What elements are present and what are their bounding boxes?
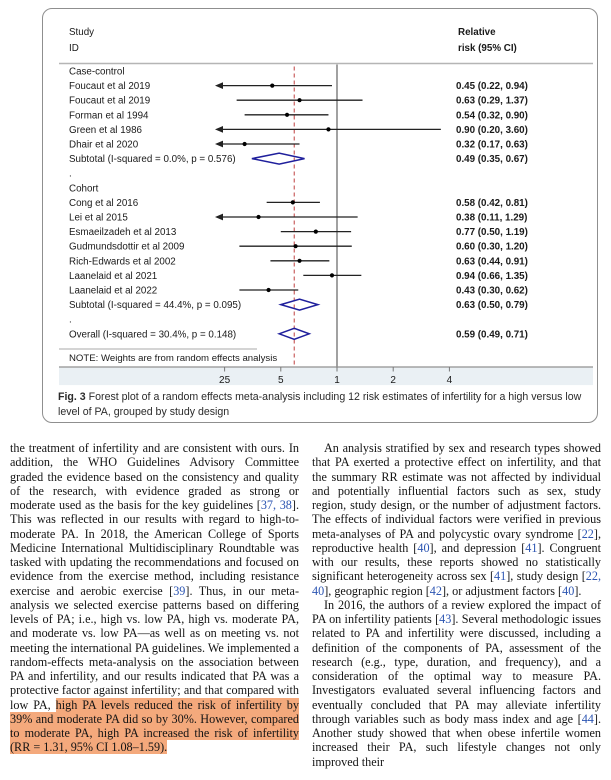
- rr-value: 0.90 (0.20, 3.60): [456, 125, 528, 136]
- axis-tick-label: 4: [447, 375, 453, 386]
- rr-value: 0.49 (0.35, 0.67): [456, 154, 528, 165]
- citation-link[interactable]: 40: [417, 540, 430, 555]
- rr-value: 0.63 (0.50, 0.79): [456, 300, 528, 311]
- group-label: Cohort: [69, 183, 99, 194]
- group-label: Case-control: [69, 67, 125, 78]
- citation-link[interactable]: 41: [525, 540, 538, 555]
- rr-value: 0.45 (0.22, 0.94): [456, 81, 528, 92]
- overall-diamond: [276, 327, 312, 341]
- figure-caption-label: Fig. 3: [58, 391, 86, 403]
- citation-link[interactable]: 22: [581, 526, 594, 541]
- effect-marker: [284, 112, 290, 117]
- rr-value: 0.60 (0.30, 1.20): [456, 242, 528, 253]
- citation-link[interactable]: 41: [494, 569, 507, 584]
- citation-link[interactable]: 44: [581, 711, 594, 726]
- left-paragraph-text: the treatment of infertility and are con…: [10, 441, 300, 712]
- ci-clip-arrow: [215, 213, 223, 221]
- study-label: Forman et al 1994: [69, 110, 149, 121]
- study-label: Lei et al 2015: [69, 213, 128, 224]
- study-label: Laanelaid et al 2021: [69, 271, 157, 282]
- axis-tick-label: 5: [278, 375, 284, 386]
- rr-value: 0.77 (0.50, 1.19): [456, 227, 528, 238]
- right-column: An analysis stratified by sex and resear…: [312, 441, 601, 769]
- axis-tick-label: 25: [219, 375, 231, 386]
- header-risk-ci: risk (95% CI): [458, 43, 517, 54]
- effect-marker: [326, 127, 331, 132]
- forest-plot-svg: Study ID Relative risk (95% CI) Case-control…: [59, 27, 593, 386]
- effect-marker: [297, 98, 302, 103]
- left-column: the treatment of infertility and are con…: [10, 441, 299, 755]
- ci-clip-arrow: [215, 140, 223, 148]
- rr-value: 0.63 (0.29, 1.37): [456, 96, 528, 107]
- citation-link[interactable]: 39: [173, 583, 186, 598]
- citation-link[interactable]: 22, 40: [312, 569, 601, 598]
- figure-caption: Fig. 3 Forest plot of a random effects me…: [58, 390, 584, 419]
- effect-marker: [256, 214, 261, 220]
- rr-value: 0.32 (0.17, 0.63): [456, 140, 528, 151]
- header-relative: Relative: [458, 27, 496, 38]
- spacer-dot: .: [69, 315, 72, 326]
- citation-link[interactable]: 37, 38: [260, 498, 292, 512]
- effect-marker: [313, 229, 318, 234]
- study-label: Esmaeilzadeh et al 2013: [69, 227, 177, 238]
- overall-label: Overall (I-squared = 30.4%, p = 0.148): [69, 329, 236, 340]
- left-paragraph: the treatment of infertility and are con…: [10, 441, 299, 755]
- effect-marker: [290, 200, 295, 205]
- axis-tick-label: 1: [334, 375, 340, 386]
- citation-link[interactable]: 42: [429, 583, 442, 598]
- rr-value: 0.54 (0.32, 0.90): [456, 110, 528, 121]
- effect-marker: [266, 287, 271, 293]
- citation-link[interactable]: 43: [439, 612, 452, 626]
- rr-value: 0.94 (0.66, 1.35): [456, 271, 528, 282]
- ci-clip-arrow: [215, 82, 223, 89]
- axis-tick-label: 2: [390, 375, 396, 386]
- study-label: Rich-Edwards et al 2002: [69, 256, 176, 267]
- effect-marker: [270, 83, 275, 88]
- study-label: Cong et al 2016: [69, 198, 139, 209]
- right-paragraph-2: In 2016, the authors of a review explore…: [312, 597, 601, 769]
- highlighted-text: high PA levels reduced the risk of infer…: [10, 697, 299, 755]
- effect-marker: [293, 244, 298, 249]
- subtotal-label: Subtotal (I-squared = 0.0%, p = 0.576): [69, 154, 236, 165]
- rr-value: 0.38 (0.11, 1.29): [456, 213, 527, 224]
- header-id: ID: [69, 43, 79, 54]
- figure-box: Study ID Relative risk (95% CI) Case-control…: [42, 8, 598, 423]
- study-label: Gudmundsdottir et al 2009: [69, 242, 184, 253]
- rr-value: 0.58 (0.42, 0.81): [456, 198, 528, 209]
- effect-marker: [242, 141, 247, 147]
- right-paragraph-1: An analysis stratified by sex and resear…: [312, 441, 601, 598]
- header-study: Study: [69, 27, 94, 38]
- citation-link[interactable]: 40: [562, 583, 575, 598]
- rr-value: 0.63 (0.44, 0.91): [456, 256, 528, 267]
- effect-marker: [297, 258, 302, 263]
- study-label: Foucaut et al 2019: [69, 96, 150, 107]
- subtotal-diamond: [251, 152, 305, 165]
- rr-value: 0.43 (0.30, 0.62): [456, 286, 528, 297]
- study-label: Green et al 1986: [69, 125, 143, 136]
- study-label: Foucaut et al 2019: [69, 81, 150, 92]
- weights-note: NOTE: Weights are from random effects an…: [69, 353, 277, 364]
- rr-value: 0.59 (0.49, 0.71): [456, 329, 528, 340]
- effect-marker: [329, 273, 335, 278]
- subtotal-label: Subtotal (I-squared = 44.4%, p = 0.095): [69, 300, 241, 311]
- axis-tick-band: [59, 367, 593, 386]
- subtotal-diamond: [278, 298, 321, 311]
- spacer-dot: .: [69, 169, 72, 180]
- study-label: Laanelaid et al 2022: [69, 286, 157, 297]
- study-label: Dhair et al 2020: [69, 140, 139, 151]
- ci-clip-arrow: [215, 126, 223, 133]
- figure-caption-text: Forest plot of a random effects meta-ana…: [58, 391, 582, 418]
